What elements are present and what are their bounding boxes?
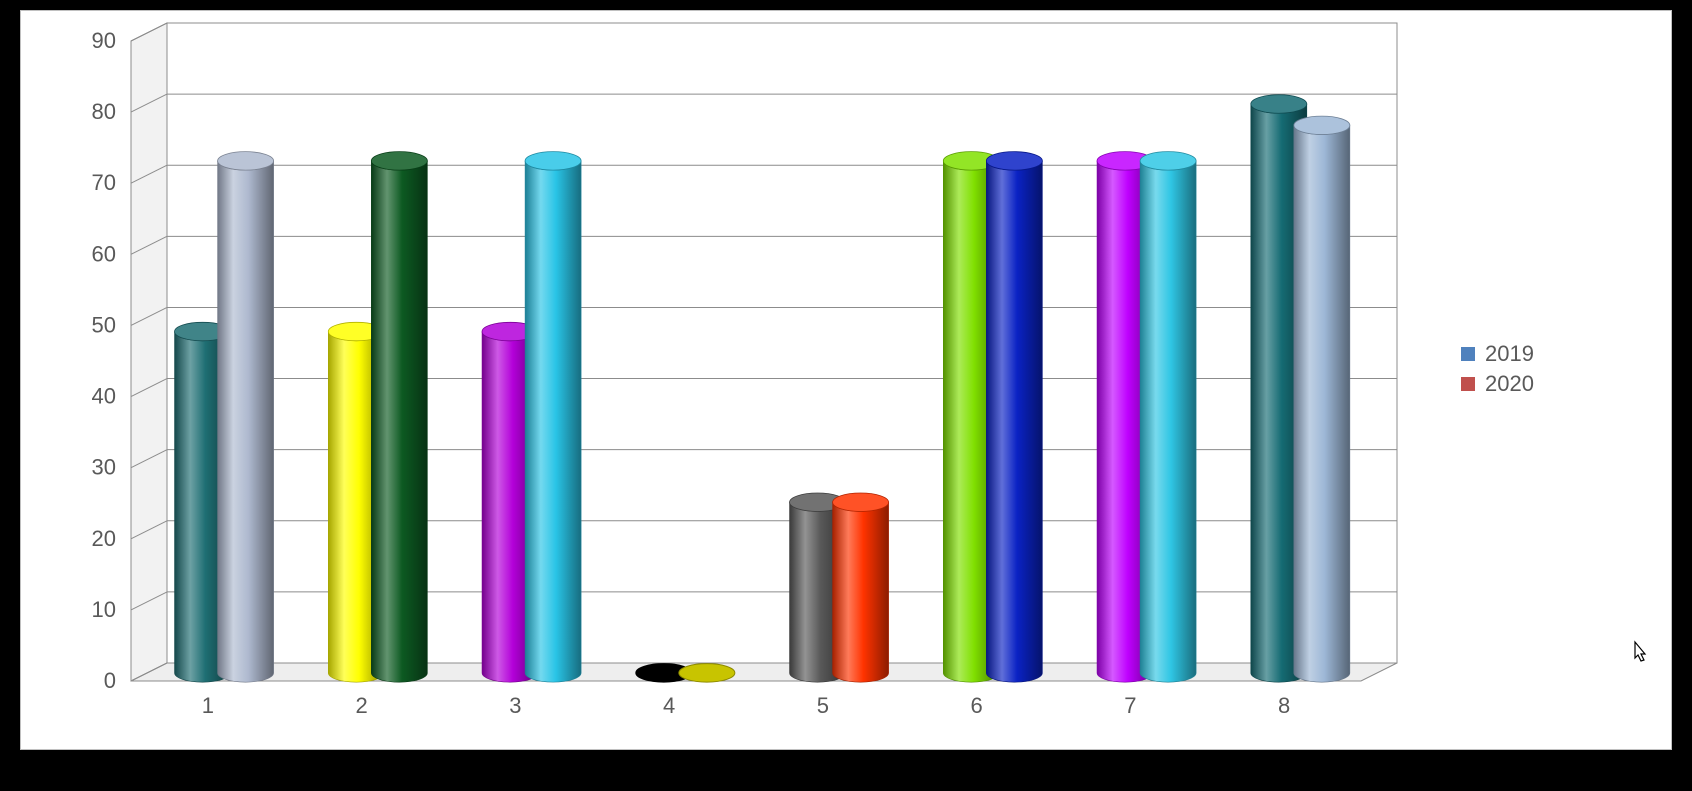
bar-cylinder-top <box>833 493 889 511</box>
bar-cylinder-top <box>986 152 1042 170</box>
x-tick-label: 5 <box>817 693 829 718</box>
bar-cylinder <box>371 161 427 682</box>
y-tick-label: 90 <box>92 28 116 53</box>
legend-label: 2019 <box>1485 341 1534 367</box>
y-tick-label: 60 <box>92 241 116 266</box>
bar-cylinder <box>525 161 581 682</box>
y-tick-label: 80 <box>92 99 116 124</box>
bar-cylinder <box>833 502 889 682</box>
x-tick-label: 2 <box>356 693 368 718</box>
legend-label: 2020 <box>1485 371 1534 397</box>
bar-cylinder-top <box>1294 116 1350 134</box>
y-tick-label: 70 <box>92 170 116 195</box>
bar-cylinder-top <box>371 152 427 170</box>
y-tick-label: 30 <box>92 455 116 480</box>
bar-cylinder-top <box>1140 152 1196 170</box>
bar-cylinder-top <box>218 152 274 170</box>
bar-cylinder-top <box>525 152 581 170</box>
bar-cylinder <box>1140 161 1196 682</box>
y-tick-label: 10 <box>92 597 116 622</box>
bar-cylinder <box>679 664 735 682</box>
y-tick-label: 50 <box>92 312 116 337</box>
x-tick-label: 7 <box>1124 693 1136 718</box>
chart-svg: 0 10 20 30 40 50 60 70 80 90 1 2 3 4 5 6 7 8 <box>21 11 1673 751</box>
x-tick-label: 1 <box>202 693 214 718</box>
legend-item: 2020 <box>1461 371 1534 397</box>
y-tick-label: 0 <box>104 668 116 693</box>
chart-panel: 0 10 20 30 40 50 60 70 80 90 1 2 3 4 5 6 7 8 2019 2020 <box>20 10 1672 750</box>
legend-swatch <box>1461 347 1475 361</box>
legend-item: 2019 <box>1461 341 1534 367</box>
y-tick-label: 20 <box>92 526 116 551</box>
x-tick-label: 4 <box>663 693 675 718</box>
x-tick-label: 3 <box>509 693 521 718</box>
legend-swatch <box>1461 377 1475 391</box>
bar-cylinder <box>1294 125 1350 682</box>
y-tick-label: 40 <box>92 384 116 409</box>
bar-cylinder-top <box>1251 95 1307 113</box>
bar-cylinder <box>986 161 1042 682</box>
bar-cylinder <box>218 161 274 682</box>
x-tick-label: 6 <box>971 693 983 718</box>
x-tick-label: 8 <box>1278 693 1290 718</box>
legend: 2019 2020 <box>1461 341 1534 401</box>
